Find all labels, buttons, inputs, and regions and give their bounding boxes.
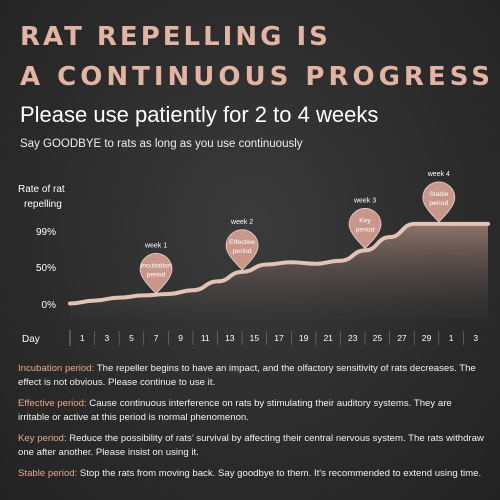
period-bubble-label-line-1: Incubation [140,262,172,269]
x-tick-label: 1 [449,333,454,343]
period-bubble [225,229,259,271]
x-axis-label: Day [22,334,40,345]
repelling-curve-line [68,221,490,306]
period-bubble-label-line-2: period [233,248,252,255]
x-tick-label: 3 [473,333,478,343]
period-term: Incubation period: [18,363,95,374]
period-term: Stable period: [18,468,78,479]
area-layer [68,221,490,319]
x-tick-label: 25 [373,333,383,343]
period-text: Cause continuous interference on rats by… [18,398,452,423]
period-marker: Key period week 3 [348,197,382,249]
headline-line-2: A CONTINUOUS PROGRESS [20,62,494,92]
week-label: week 1 [144,242,167,249]
period-term: Key period: [18,433,67,444]
period-description: Effective period: Cause continuous inter… [18,397,484,425]
x-tick-label: 17 [274,333,284,343]
x-tick-label: 21 [323,333,333,343]
x-tick-label: 29 [422,333,432,343]
period-bubble-label-line-1: Stable [429,191,448,198]
week-label: week 4 [427,171,450,178]
y-tick-label: 99% [36,227,56,238]
x-tick-label: 3 [105,333,110,343]
y-axis-label-line-2: repelling [24,199,62,210]
period-bubble [348,208,382,249]
period-text: The repeller begins to have an impact, a… [18,363,476,388]
period-marker: Incubation period week 1 [139,242,173,294]
y-tick-label: 0% [42,300,57,311]
tagline: Say GOODBYE to rats as long as you use c… [20,138,303,150]
period-bubble [139,253,173,294]
x-tick-label: 9 [178,333,183,343]
period-bubble-label-line-1: Effective [229,239,255,246]
period-marker: Stable period week 4 [422,171,456,223]
curve-area-fill [70,223,488,319]
week-label: week 3 [353,197,376,204]
period-description: Incubation period: The repeller begins t… [18,362,484,390]
y-tick-label: 50% [36,263,56,274]
x-tick-label: 7 [154,333,159,343]
x-tick-label: 19 [299,333,309,343]
week-label: week 2 [230,219,253,226]
period-descriptions: Incubation period: The repeller begins t… [18,362,484,488]
period-bubble-label-line-2: period [147,271,166,278]
period-description: Key period: Reduce the possibility of ra… [18,432,484,460]
x-tick-label: 1 [80,333,85,343]
marker-layer: Incubation period week 1 Effective period wee… [139,171,456,294]
x-tick-label: 5 [129,333,134,343]
period-bubble-label-line-2: period [356,226,375,233]
period-text: Stop the rats from moving back. Say good… [77,468,482,479]
y-axis-label-line-1: Rate of rat [18,184,65,195]
x-tick-label: 27 [397,333,407,343]
period-marker: Effective period week 2 [225,219,259,271]
period-bubble [422,181,456,223]
period-text: Reduce the possibility of rats’ survival… [18,433,484,458]
period-term: Effective period: [18,398,87,409]
x-tick-label: 13 [225,333,235,343]
subheading: Please use patiently for 2 to 4 weeks [20,102,379,127]
x-tick-label: 15 [250,333,260,343]
period-description: Stable period: Stop the rats from moving… [18,467,484,481]
period-bubble-label-line-1: Key [359,217,371,224]
x-tick-label: 11 [201,333,210,343]
headline-line-1: RAT REPELLING IS [20,22,331,52]
period-bubble-label-line-2: period [429,200,448,207]
x-tick-label: 23 [348,333,358,343]
